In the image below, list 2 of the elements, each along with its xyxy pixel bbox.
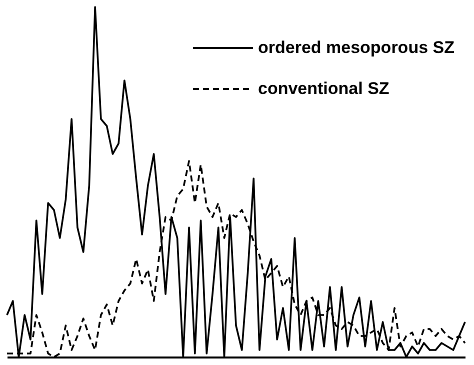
legend-label: conventional SZ bbox=[258, 79, 390, 98]
legend-label: ordered mesoporous SZ bbox=[258, 38, 454, 57]
